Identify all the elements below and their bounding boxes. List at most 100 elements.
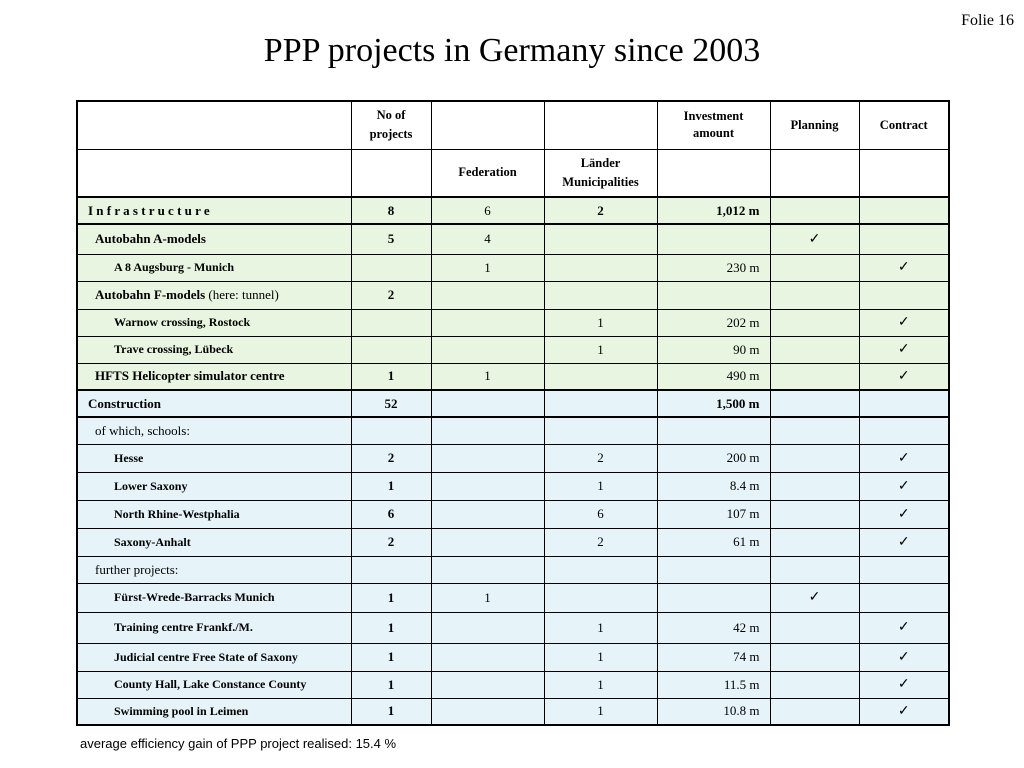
header-empty-cell — [76, 100, 352, 150]
cell-no-of-projects: 1 — [350, 611, 432, 644]
header-empty-cell — [858, 148, 950, 198]
header-no-of-projects: No of projects — [350, 100, 432, 150]
check-icon: ✓ — [769, 582, 860, 613]
cell-laender: 1 — [543, 471, 658, 501]
cell-contract — [858, 582, 950, 613]
cell-no-of-projects: 52 — [350, 389, 432, 418]
row-label: Judicial centre Free State of Saxony — [76, 642, 352, 672]
table-row: A 8 Augsburg - Munich 1 230 m ✓ — [76, 253, 950, 282]
cell-investment: 74 m — [656, 642, 771, 672]
slide-number: Folie 16 — [961, 12, 1014, 29]
cell-contract — [858, 280, 950, 310]
cell-no-of-projects: 1 — [350, 642, 432, 672]
header-laender-municipalities: Länder Municipalities — [543, 148, 658, 198]
table-row: Lower Saxony 1 1 8.4 m ✓ — [76, 471, 950, 501]
cell-planning — [769, 499, 860, 529]
cell-investment: 61 m — [656, 527, 771, 557]
cell-contract — [858, 416, 950, 445]
check-icon: ✓ — [858, 611, 950, 644]
header-investment-amount: Investment amount — [656, 100, 771, 150]
cell-no-of-projects: 2 — [350, 280, 432, 310]
cell-federation — [430, 280, 545, 310]
check-icon: ✓ — [858, 697, 950, 726]
cell-federation — [430, 555, 545, 584]
cell-laender — [543, 223, 658, 255]
row-label: Warnow crossing, Rostock — [76, 308, 352, 337]
table-row: Hesse 2 2 200 m ✓ — [76, 443, 950, 473]
ppp-projects-table: No of projects Investment amount Plannin… — [76, 100, 950, 726]
cell-investment: 200 m — [656, 443, 771, 473]
table-row: Training centre Frankf./M. 1 1 42 m ✓ — [76, 611, 950, 644]
header-empty-cell — [769, 148, 860, 198]
table-row: further projects: — [76, 555, 950, 584]
cell-federation — [430, 416, 545, 445]
cell-investment: 490 m — [656, 362, 771, 391]
header-empty-cell — [543, 100, 658, 150]
cell-planning — [769, 697, 860, 726]
cell-no-of-projects — [350, 335, 432, 364]
cell-contract — [858, 555, 950, 584]
row-label: Swimming pool in Leimen — [76, 697, 352, 726]
check-icon: ✓ — [858, 642, 950, 672]
header-row-2: Federation Länder Municipalities — [76, 148, 950, 198]
table-row: Saxony-Anhalt 2 2 61 m ✓ — [76, 527, 950, 557]
cell-investment — [656, 555, 771, 584]
cell-planning — [769, 471, 860, 501]
cell-contract — [858, 389, 950, 418]
cell-federation — [430, 527, 545, 557]
cell-federation — [430, 471, 545, 501]
check-icon: ✓ — [858, 471, 950, 501]
table-row: Swimming pool in Leimen 1 1 10.8 m ✓ — [76, 697, 950, 726]
cell-federation — [430, 443, 545, 473]
cell-no-of-projects: 1 — [350, 471, 432, 501]
cell-laender: 2 — [543, 443, 658, 473]
cell-laender — [543, 280, 658, 310]
cell-federation — [430, 389, 545, 418]
row-label: A 8 Augsburg - Munich — [76, 253, 352, 282]
check-icon: ✓ — [858, 253, 950, 282]
header-empty-cell — [656, 148, 771, 198]
row-label: County Hall, Lake Constance County — [76, 670, 352, 699]
cell-federation — [430, 335, 545, 364]
cell-planning — [769, 196, 860, 225]
row-label: Saxony-Anhalt — [76, 527, 352, 557]
cell-planning — [769, 362, 860, 391]
cell-contract — [858, 223, 950, 255]
cell-laender — [543, 582, 658, 613]
row-label: Training centre Frankf./M. — [76, 611, 352, 644]
cell-laender: 1 — [543, 611, 658, 644]
cell-investment — [656, 582, 771, 613]
cell-investment: 107 m — [656, 499, 771, 529]
cell-investment: 10.8 m — [656, 697, 771, 726]
cell-investment: 11.5 m — [656, 670, 771, 699]
cell-investment — [656, 280, 771, 310]
check-icon: ✓ — [858, 499, 950, 529]
cell-federation: 1 — [430, 582, 545, 613]
cell-laender: 2 — [543, 527, 658, 557]
table-row: Trave crossing, Lübeck 1 90 m ✓ — [76, 335, 950, 364]
cell-planning — [769, 335, 860, 364]
table-row: Autobahn F-models (here: tunnel) 2 — [76, 280, 950, 310]
cell-federation — [430, 308, 545, 337]
cell-federation — [430, 642, 545, 672]
cell-no-of-projects: 6 — [350, 499, 432, 529]
cell-laender — [543, 416, 658, 445]
header-empty-cell — [430, 100, 545, 150]
row-label-note: (here: tunnel) — [205, 287, 279, 302]
cell-federation: 6 — [430, 196, 545, 225]
cell-planning — [769, 670, 860, 699]
cell-no-of-projects: 2 — [350, 527, 432, 557]
cell-no-of-projects — [350, 555, 432, 584]
cell-planning — [769, 253, 860, 282]
cell-planning — [769, 389, 860, 418]
table-row: of which, schools: — [76, 416, 950, 445]
cell-contract — [858, 196, 950, 225]
cell-no-of-projects: 1 — [350, 362, 432, 391]
table-row: HFTS Helicopter simulator centre 1 1 490… — [76, 362, 950, 391]
row-label: Hesse — [76, 443, 352, 473]
cell-investment: 1,012 m — [656, 196, 771, 225]
cell-laender — [543, 253, 658, 282]
header-empty-cell — [76, 148, 352, 198]
cell-laender: 2 — [543, 196, 658, 225]
check-icon: ✓ — [858, 443, 950, 473]
